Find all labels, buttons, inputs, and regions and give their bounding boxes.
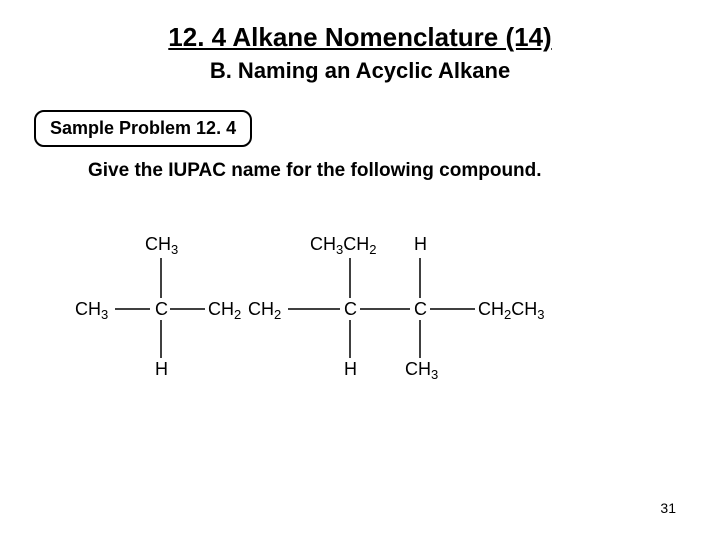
svg-text:CH2CH3: CH2CH3: [478, 299, 544, 322]
svg-text:C: C: [414, 299, 427, 319]
svg-text:H: H: [155, 359, 168, 379]
svg-text:CH3: CH3: [145, 234, 178, 257]
svg-text:C: C: [155, 299, 168, 319]
svg-text:CH2: CH2: [208, 299, 241, 322]
svg-text:C: C: [344, 299, 357, 319]
svg-text:CH3: CH3: [75, 299, 108, 322]
slide: 12. 4 Alkane Nomenclature (14) B. Naming…: [0, 0, 720, 540]
section-subtitle: B. Naming an Acyclic Alkane: [0, 58, 720, 84]
page-number: 31: [660, 500, 676, 516]
molecule-diagram: CH3 C CH3 H CH2 CH2 C CH3CH2 H C H: [50, 210, 670, 410]
svg-text:CH3CH2: CH3CH2: [310, 234, 376, 257]
sample-problem-badge: Sample Problem 12. 4: [34, 110, 252, 147]
svg-text:H: H: [344, 359, 357, 379]
problem-prompt: Give the IUPAC name for the following co…: [88, 160, 542, 182]
section-title: 12. 4 Alkane Nomenclature (14): [0, 22, 720, 53]
svg-text:H: H: [414, 234, 427, 254]
svg-text:CH3: CH3: [405, 359, 438, 382]
svg-text:CH2: CH2: [248, 299, 281, 322]
